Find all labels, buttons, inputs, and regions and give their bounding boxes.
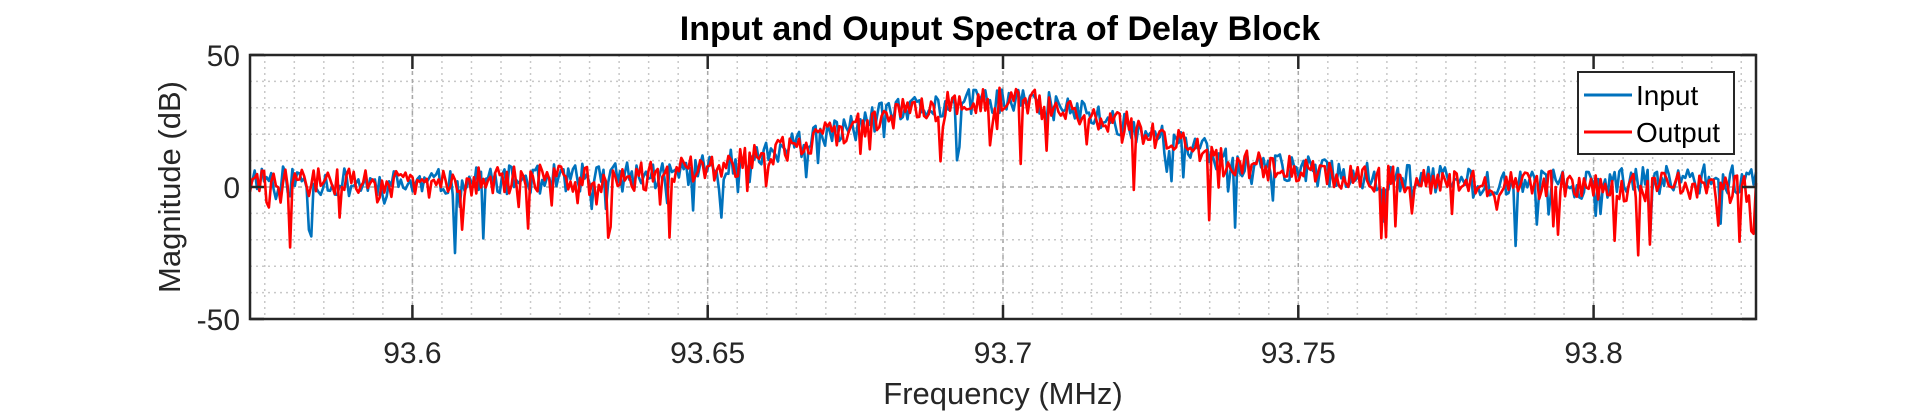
y-tick-label: 0	[223, 172, 240, 205]
x-tick-label: 93.8	[1564, 337, 1622, 370]
series-line-output	[248, 86, 1758, 257]
legend: Input Output	[1577, 71, 1735, 155]
x-tick-label: 93.65	[670, 337, 745, 370]
legend-label-input: Input	[1636, 80, 1698, 111]
x-tick-label: 93.7	[974, 337, 1032, 370]
y-tick-label: -50	[197, 304, 240, 337]
axis-ticks: 93.6 93.65 93.7 93.75 93.8 -50 0 50	[197, 40, 1756, 370]
y-axis-label: Magnitude (dB)	[152, 81, 187, 293]
legend-box	[1577, 71, 1735, 155]
legend-label-output: Output	[1636, 117, 1720, 148]
x-tick-label: 93.6	[383, 337, 441, 370]
x-axis-label: Frequency (MHz)	[883, 376, 1122, 411]
y-tick-label: 50	[207, 40, 240, 73]
series-lines	[248, 86, 1758, 257]
x-tick-label: 93.75	[1261, 337, 1336, 370]
chart-title: Input and Ouput Spectra of Delay Block	[680, 10, 1320, 48]
